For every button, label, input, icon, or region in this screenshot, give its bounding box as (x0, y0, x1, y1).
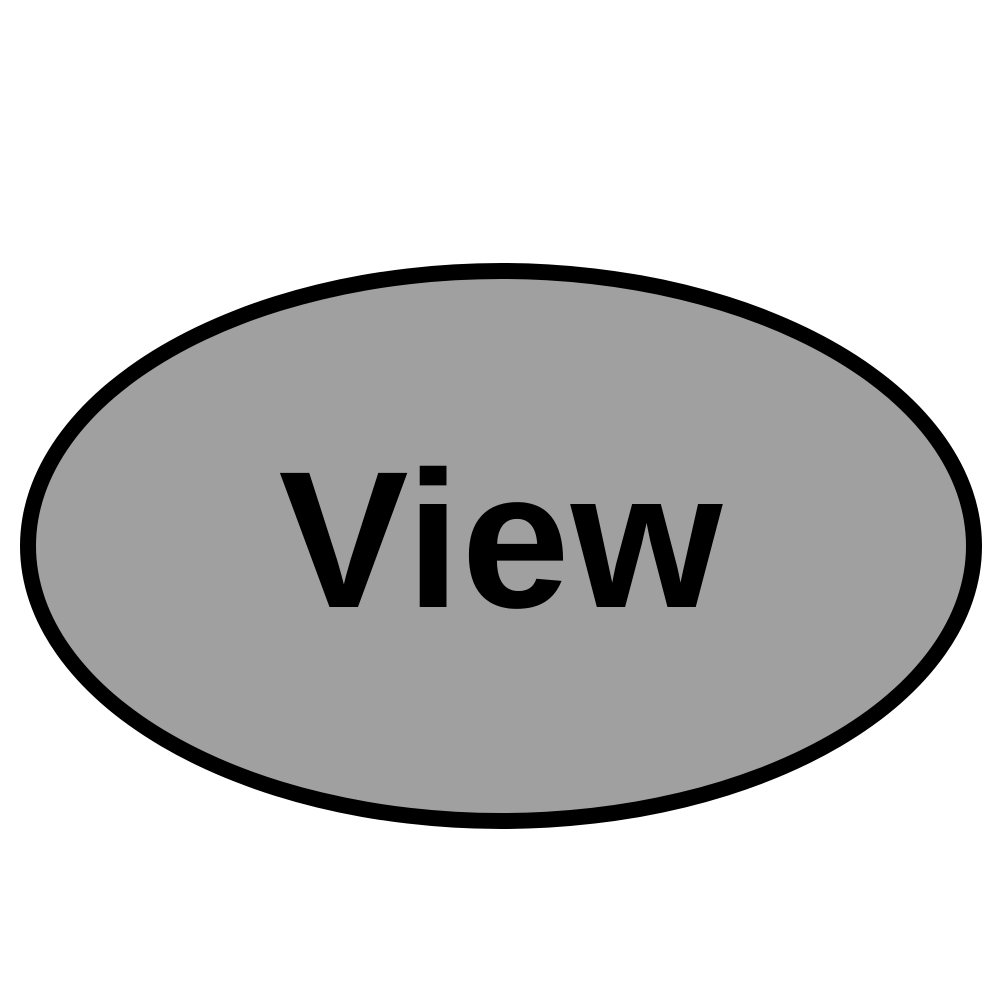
view-button-label: View (278, 430, 724, 649)
view-button[interactable]: View (20, 263, 982, 829)
